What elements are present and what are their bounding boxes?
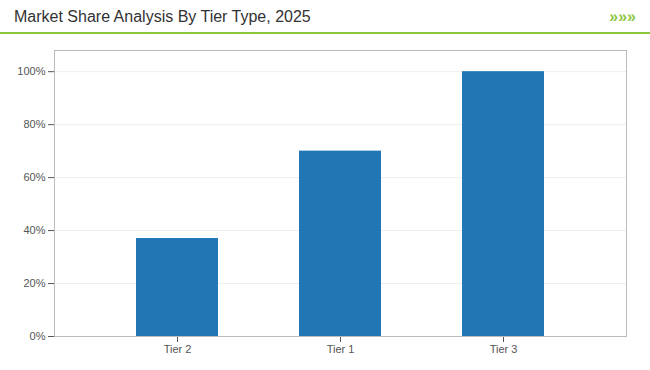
svg-text:40%: 40%: [23, 224, 45, 236]
svg-text:80%: 80%: [23, 118, 45, 130]
svg-text:Tier 3: Tier 3: [490, 343, 518, 355]
svg-text:Tier 1: Tier 1: [327, 343, 355, 355]
svg-text:Tier 2: Tier 2: [164, 343, 192, 355]
html-text:Market Share Analysis By Tier: Market Share Analysis By Tier Type, 2025: [14, 8, 311, 25]
svg-text:20%: 20%: [23, 277, 45, 289]
svg-text:60%: 60%: [23, 171, 45, 183]
svg-text:100%: 100%: [17, 65, 45, 77]
svg-text:0%: 0%: [30, 330, 46, 342]
